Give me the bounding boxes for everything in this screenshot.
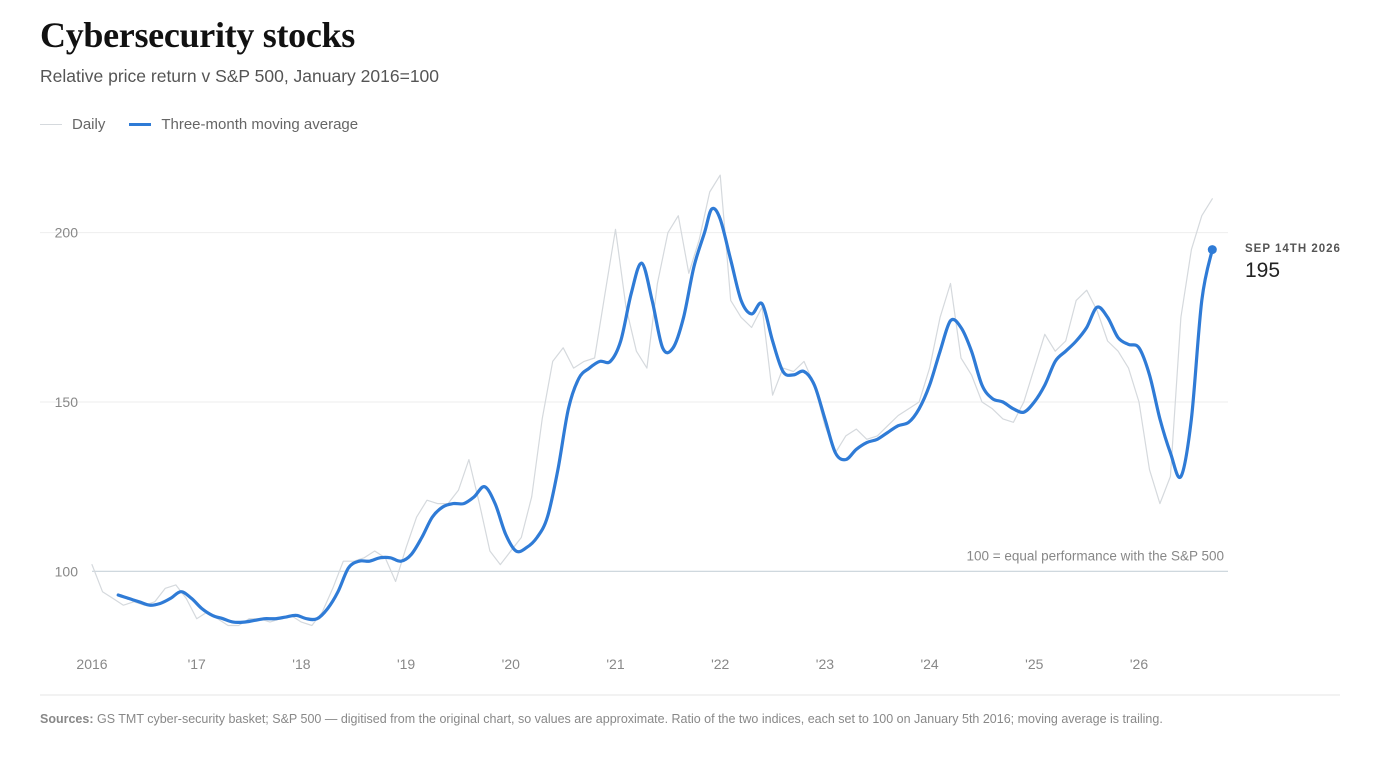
- legend-label-moving-average: Three-month moving average: [161, 115, 359, 133]
- x-tick-label: '18: [292, 656, 310, 672]
- legend-label-daily: Daily: [72, 115, 106, 133]
- sources-note: Sources: GS TMT cyber-security basket; S…: [40, 712, 1360, 726]
- legend-item-moving-average: Three-month moving average: [129, 116, 358, 133]
- x-tick-label: '26: [1130, 656, 1148, 672]
- x-axis-ticks: 2016 '17 '18 '19 '20 '21 '22 '23 '24 '25 '26: [76, 656, 1148, 672]
- chart-subtitle: Relative price return v S&P 500, January…: [40, 66, 440, 86]
- series-line-moving-average: [116, 206, 1214, 625]
- x-tick-label: '25: [1025, 656, 1043, 672]
- series-lines: [91, 174, 1214, 627]
- reference-line-group: 100 = equal performance with the S&P 500: [92, 548, 1228, 572]
- end-point-marker: [1207, 245, 1217, 255]
- x-tick-label: '20: [502, 656, 520, 672]
- x-tick-label: '21: [606, 656, 624, 672]
- legend-item-daily: Daily: [40, 116, 105, 133]
- sources-text: GS TMT cyber-security basket; S&P 500 — …: [93, 712, 1163, 726]
- end-value-label: 195: [1245, 259, 1280, 282]
- y-tick-label: 200: [55, 225, 79, 241]
- y-tick-label: 100: [55, 563, 79, 579]
- x-tick-label: '19: [397, 656, 415, 672]
- x-tick-label: '23: [816, 656, 834, 672]
- sources-label: Sources:: [40, 712, 94, 726]
- x-tick-label: '24: [920, 656, 938, 672]
- end-date-label: SEP 14TH 2026: [1245, 243, 1341, 255]
- legend-swatch-moving-average: [129, 122, 152, 126]
- y-axis-ticks: 100 150 200: [55, 225, 79, 580]
- y-tick-label: 150: [55, 394, 79, 410]
- legend-swatch-daily: [40, 123, 62, 125]
- chart-title: Cybersecurity stocks: [40, 15, 355, 55]
- reference-line-label: 100 = equal performance with the S&P 500: [966, 548, 1224, 563]
- end-annotation: SEP 14TH 2026 195: [1207, 243, 1341, 282]
- x-tick-label: 2016: [76, 656, 107, 672]
- x-tick-label: '22: [711, 656, 729, 672]
- gridlines: [40, 232, 1228, 403]
- chart-legend: Daily Three-month moving average: [40, 114, 382, 134]
- x-tick-label: '17: [188, 656, 206, 672]
